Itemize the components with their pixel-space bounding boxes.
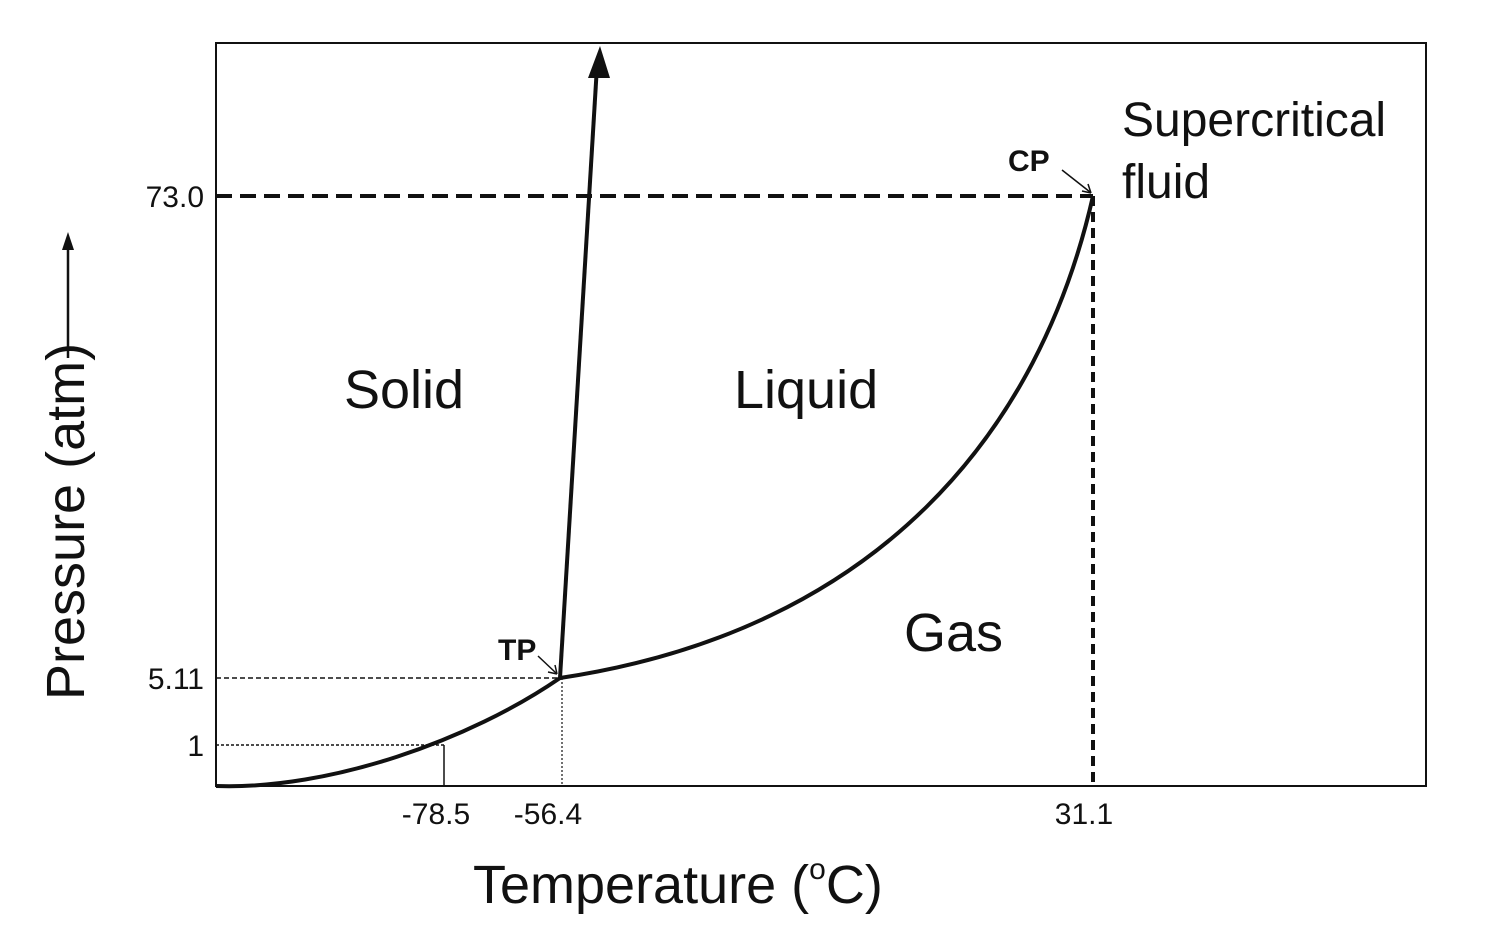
region-solid: Solid xyxy=(344,360,464,420)
region-supercritical-line1: Supercritical xyxy=(1122,94,1386,147)
x-axis-title-main: Temperature ( xyxy=(473,855,809,915)
region-gas: Gas xyxy=(904,603,1003,663)
x-axis-title-unit: C) xyxy=(826,855,883,915)
region-supercritical-line2: fluid xyxy=(1122,156,1210,209)
critical-point-pointer-head xyxy=(1081,183,1092,194)
y-tick-73: 73.0 xyxy=(146,181,204,214)
sublimation-curve xyxy=(215,676,562,789)
critical-point-pointer xyxy=(1061,169,1091,193)
triple-point-pointer-head xyxy=(547,664,558,675)
y-tick-1: 1 xyxy=(187,730,204,763)
vaporization-curve xyxy=(559,195,1095,680)
triple-point-label: TP xyxy=(498,634,536,667)
melting-curve xyxy=(558,65,599,679)
x-axis-title: Temperature (oC) xyxy=(473,853,883,915)
melting-curve-arrowhead xyxy=(588,46,610,78)
plot-frame xyxy=(215,42,1427,787)
x-tick-neg78-5: -78.5 xyxy=(402,798,470,831)
critical-point-label: CP xyxy=(1008,145,1050,178)
triple-point-pointer xyxy=(537,655,557,674)
y-axis-arrow-head xyxy=(62,232,74,250)
x-tick-31-1: 31.1 xyxy=(1055,798,1113,831)
y-axis-title: Pressure (atm) xyxy=(36,343,96,700)
y-axis-title-group: Pressure (atm) xyxy=(36,343,96,700)
x-axis-title-degree: o xyxy=(809,853,826,886)
y-tick-5-11: 5.11 xyxy=(148,663,204,696)
x-tick-neg56-4: -56.4 xyxy=(514,798,582,831)
region-liquid: Liquid xyxy=(734,360,878,420)
